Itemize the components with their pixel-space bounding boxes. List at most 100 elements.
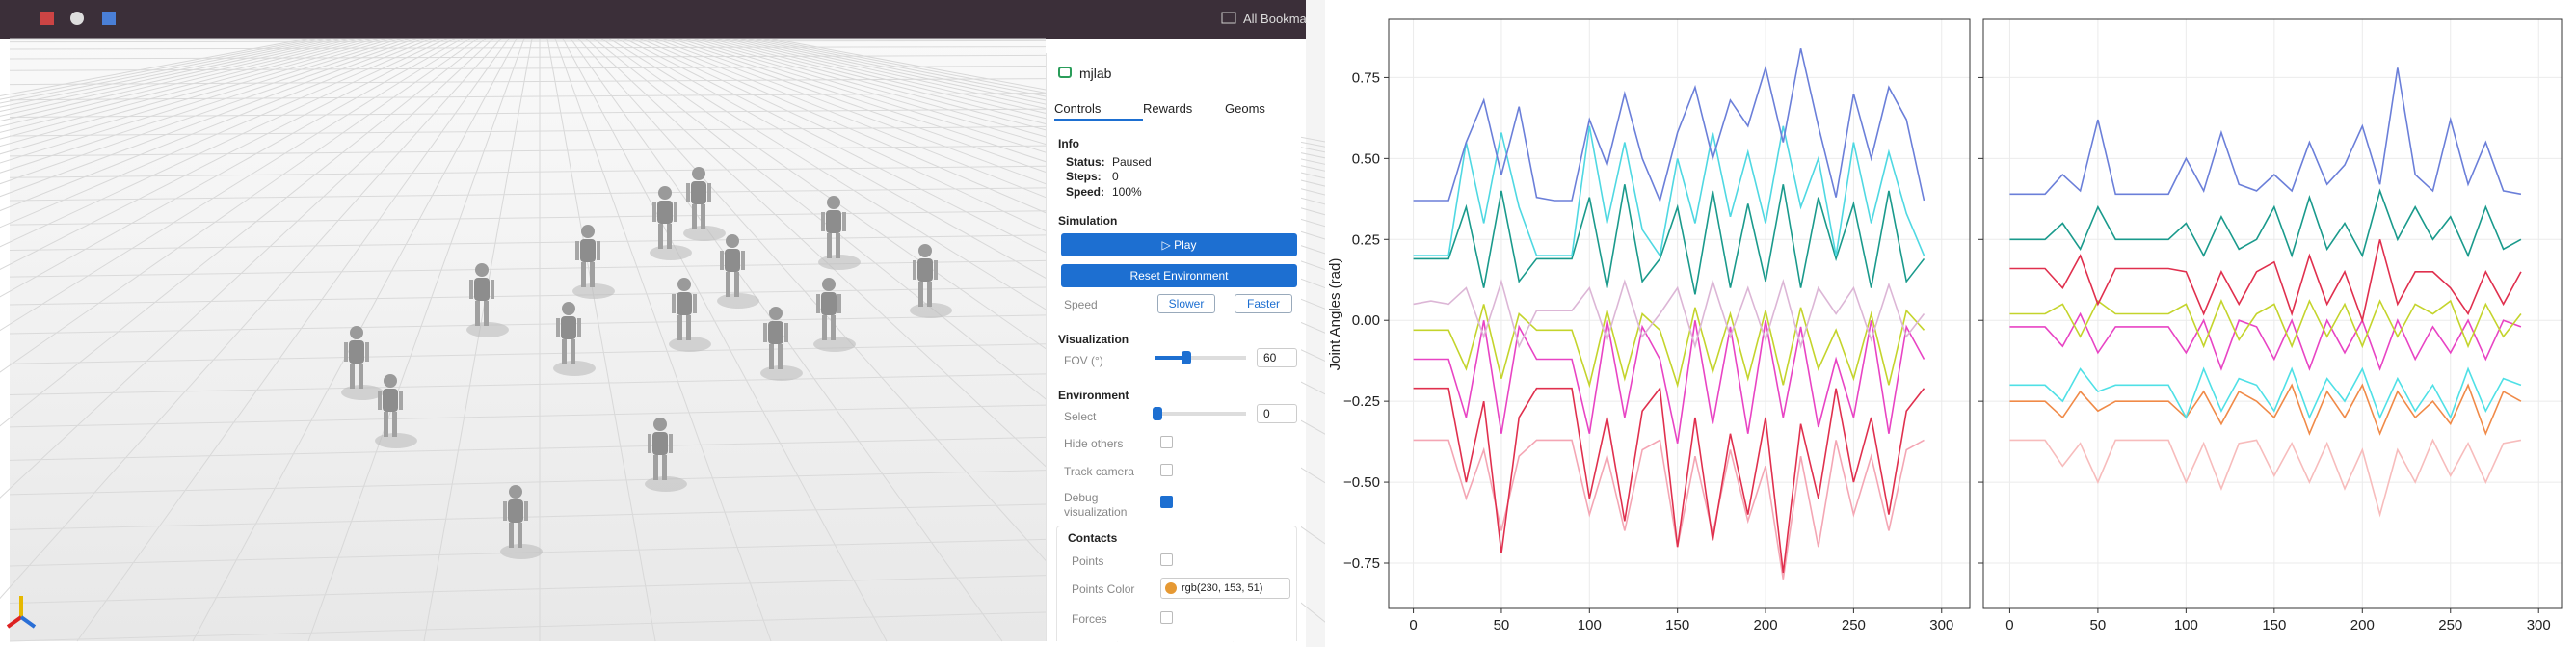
series-line bbox=[2009, 299, 2522, 349]
series-line bbox=[2009, 311, 2522, 371]
y-tick-label: −0.75 bbox=[1343, 555, 1380, 572]
bookmarks-label: All Bookma bbox=[1243, 12, 1308, 26]
floor-line bbox=[9, 470, 1047, 496]
floor-line bbox=[0, 38, 386, 148]
floor-line bbox=[0, 38, 417, 185]
series-line bbox=[1413, 184, 1925, 295]
floor-line bbox=[0, 38, 456, 271]
checkbox[interactable] bbox=[1160, 553, 1173, 566]
floor-line bbox=[0, 38, 402, 164]
select-input[interactable]: 0 bbox=[1257, 404, 1297, 423]
points-label: Points bbox=[1072, 554, 1104, 568]
floor-line bbox=[9, 40, 1047, 43]
axes-frame bbox=[1388, 18, 1971, 609]
floor-line bbox=[9, 575, 1047, 604]
bookmark-icon bbox=[40, 12, 54, 25]
slider-thumb[interactable] bbox=[1153, 407, 1162, 420]
floor-line bbox=[0, 38, 394, 155]
series-line bbox=[2009, 383, 2522, 436]
floor-line bbox=[9, 404, 1047, 428]
checkbox[interactable] bbox=[1160, 436, 1173, 448]
slider-track bbox=[1155, 356, 1246, 360]
floor-line bbox=[0, 38, 487, 427]
x-tick-label: 50 bbox=[2090, 617, 2107, 634]
floor-line bbox=[423, 38, 533, 642]
slower-button[interactable]: Slower bbox=[1157, 294, 1215, 313]
x-tick-label: 200 bbox=[2350, 617, 2375, 634]
floor-line bbox=[9, 611, 1047, 642]
series-line bbox=[2009, 188, 2522, 258]
track-label: Track camera bbox=[1064, 465, 1134, 478]
floor-line bbox=[9, 145, 1047, 157]
right-panel bbox=[1325, 0, 2576, 647]
series-line bbox=[2009, 239, 2522, 324]
floor-line bbox=[562, 38, 888, 642]
axes-gizmo bbox=[6, 596, 37, 629]
color-value: rgb(230, 153, 51) bbox=[1182, 582, 1263, 594]
folder-icon bbox=[1221, 12, 1236, 24]
floor-line bbox=[76, 38, 510, 642]
color-input[interactable] bbox=[1160, 578, 1290, 599]
floor-line bbox=[0, 38, 494, 499]
bookmark-icon bbox=[102, 12, 116, 25]
floor-line bbox=[9, 78, 1047, 86]
y-tick-label: 0.50 bbox=[1352, 150, 1380, 167]
color-swatch bbox=[1165, 582, 1177, 594]
y-tick-label: −0.50 bbox=[1343, 474, 1380, 491]
debug-label: Debug visualization bbox=[1064, 491, 1128, 519]
series-line bbox=[2009, 366, 2522, 420]
floor-line bbox=[307, 38, 525, 642]
info-value: 100% bbox=[1112, 185, 1142, 199]
x-tick-label: 150 bbox=[1665, 617, 1689, 634]
fov-label: FOV (°) bbox=[1064, 354, 1103, 367]
points-color-label: Points Color bbox=[1072, 582, 1135, 596]
slider-track bbox=[1155, 412, 1246, 416]
tab[interactable]: Controls bbox=[1054, 101, 1102, 116]
contacts-box bbox=[1056, 526, 1297, 641]
play-button[interactable]: ▷ Play bbox=[1061, 233, 1297, 256]
x-tick-label: 250 bbox=[2438, 617, 2462, 634]
fov-input[interactable]: 60 bbox=[1257, 348, 1297, 367]
floor-line bbox=[9, 210, 1047, 226]
floor-line bbox=[9, 259, 1047, 278]
floor-line bbox=[9, 314, 1047, 335]
select-label: Select bbox=[1064, 410, 1097, 423]
floor-line bbox=[9, 187, 1047, 202]
floor-line bbox=[192, 38, 518, 642]
slider-fill bbox=[1155, 356, 1185, 360]
series-line bbox=[1413, 439, 1925, 580]
floor-line bbox=[9, 93, 1047, 101]
faster-button[interactable]: Faster bbox=[1235, 294, 1292, 313]
checkbox[interactable] bbox=[1160, 496, 1173, 508]
floor-line bbox=[600, 38, 1466, 642]
floor-line bbox=[0, 38, 448, 248]
logo bbox=[1058, 67, 1072, 78]
floor-line bbox=[9, 234, 1047, 252]
floor-line bbox=[9, 343, 1047, 364]
tab[interactable]: Geoms bbox=[1225, 101, 1265, 116]
y-tick-label: 0.75 bbox=[1352, 69, 1380, 86]
series-line bbox=[1413, 279, 1925, 349]
floor-line bbox=[9, 54, 1047, 60]
tab[interactable]: Rewards bbox=[1143, 101, 1193, 116]
checkbox[interactable] bbox=[1160, 611, 1173, 624]
floor-line bbox=[9, 46, 1047, 50]
x-tick-label: 100 bbox=[1578, 617, 1602, 634]
floor-line bbox=[0, 38, 464, 298]
floor-line bbox=[0, 38, 471, 332]
floor-line bbox=[9, 66, 1047, 71]
y-tick-label: 0.00 bbox=[1352, 312, 1380, 329]
slider-thumb[interactable] bbox=[1182, 351, 1191, 364]
series-line bbox=[1413, 125, 1925, 258]
x-tick-label: 300 bbox=[2527, 617, 2551, 634]
series-line bbox=[2009, 67, 2522, 196]
checkbox[interactable] bbox=[1160, 464, 1173, 476]
section-heading: Visualization bbox=[1058, 333, 1129, 346]
section-heading: Info bbox=[1058, 137, 1079, 150]
reset-button[interactable]: Reset Environment bbox=[1061, 264, 1297, 287]
series-line bbox=[1413, 304, 1925, 389]
app-title: mjlab bbox=[1079, 66, 1112, 81]
x-tick-label: 0 bbox=[2005, 617, 2013, 634]
info-value: 0 bbox=[1112, 170, 1119, 183]
